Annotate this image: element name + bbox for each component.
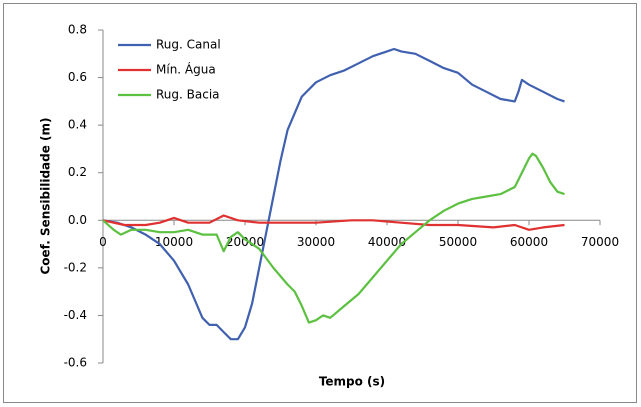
chart-border [3, 3, 637, 403]
x-axis-label: Tempo (s) [319, 375, 385, 389]
y-tick-label: -0.2 [64, 260, 87, 274]
y-tick-label: 0.4 [68, 118, 87, 132]
x-tick-label: 70000 [581, 235, 619, 249]
y-axis-label: Coef. Sensibilidade (m) [39, 117, 53, 274]
x-tick-label: 30000 [297, 235, 335, 249]
legend-label: Rug. Bacia [156, 88, 220, 102]
x-tick-label: 50000 [439, 235, 477, 249]
y-tick-label: 0.8 [68, 23, 87, 37]
legend-label: Mín. Água [156, 62, 216, 77]
y-tick-label: -0.6 [64, 356, 87, 370]
x-tick-label: 10000 [155, 235, 193, 249]
y-tick-label: 0.0 [68, 213, 87, 227]
y-tick-label: 0.6 [68, 70, 87, 84]
series-line [102, 47, 565, 341]
series-line [102, 152, 565, 324]
x-tick-label: 60000 [510, 235, 548, 249]
y-tick-label: -0.4 [64, 308, 87, 322]
y-tick-label: 0.2 [68, 165, 87, 179]
series-line [102, 214, 565, 231]
x-tick-label: 40000 [368, 235, 406, 249]
legend-label: Rug. Canal [156, 38, 221, 52]
x-tick-label: 0 [99, 235, 107, 249]
